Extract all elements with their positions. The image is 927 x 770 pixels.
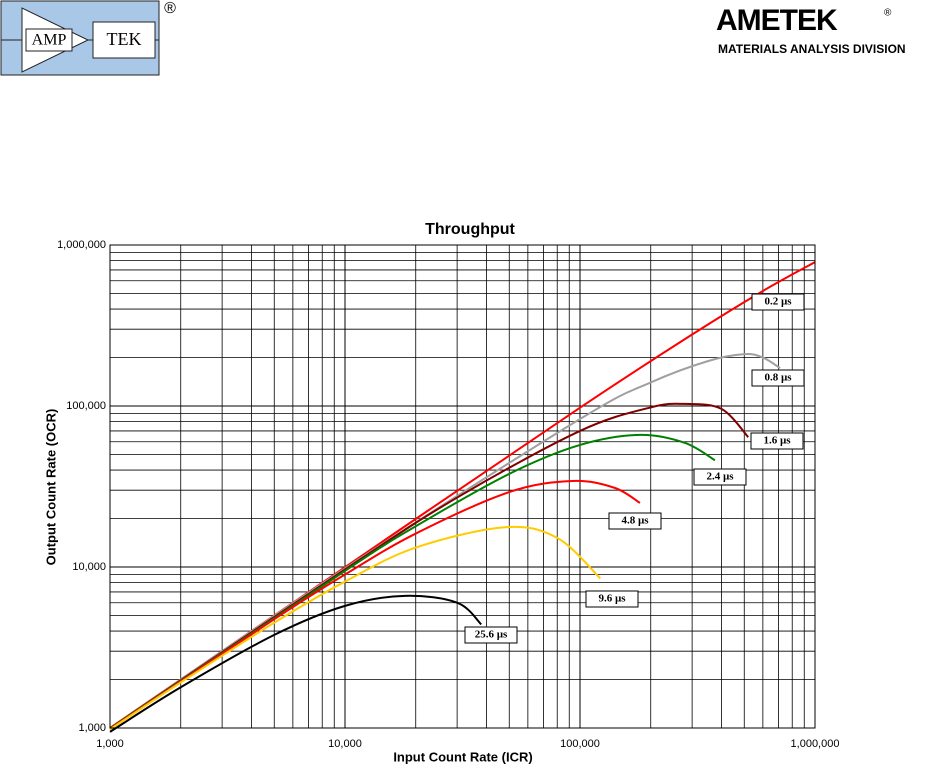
chart-title: Throughput bbox=[425, 221, 515, 238]
series-line bbox=[109, 594, 482, 733]
logo-name: AMETEK bbox=[716, 4, 838, 37]
y-axis-label: Output Count Rate (OCR) bbox=[43, 409, 58, 566]
logo-text: AMP bbox=[32, 32, 67, 49]
x-tick-label: 100,000 bbox=[560, 738, 600, 750]
logo-mark: ® bbox=[164, 0, 176, 17]
logo-division: MATERIALS ANALYSIS DIVISION bbox=[718, 42, 906, 56]
series-line bbox=[109, 353, 781, 729]
ametek-logo: AMETEK ® MATERIALS ANALYSIS DIVISION bbox=[716, 4, 906, 56]
logo-mark: ® bbox=[884, 8, 892, 19]
logo-box bbox=[92, 21, 156, 59]
label-box bbox=[750, 432, 804, 450]
label-box bbox=[608, 512, 662, 530]
series-label: 0.2 µs bbox=[764, 296, 792, 308]
series-line bbox=[109, 402, 750, 730]
x-tick-label: 1,000 bbox=[96, 738, 124, 750]
y-tick-label: 1,000 bbox=[78, 722, 106, 734]
plot-frame bbox=[109, 244, 816, 729]
series-label: 9.6 µs bbox=[598, 593, 626, 605]
x-tick-label: 1,000,000 bbox=[791, 738, 840, 750]
plot bbox=[109, 261, 816, 733]
label-box bbox=[751, 293, 805, 311]
logo-box bbox=[25, 28, 73, 52]
x-tick-label: 10,000 bbox=[328, 738, 362, 750]
label-box bbox=[693, 468, 747, 486]
label-box bbox=[585, 590, 639, 608]
series-line bbox=[109, 479, 641, 730]
series-label: 1.6 µs bbox=[763, 435, 791, 447]
series-label: 4.8 µs bbox=[621, 515, 649, 527]
logo-text: TEK bbox=[107, 29, 142, 49]
series-label: 0.8 µs bbox=[764, 372, 792, 384]
y-tick-label: 100,000 bbox=[66, 400, 106, 412]
series-label: 25.6 µs bbox=[475, 629, 508, 641]
series-labels: 0.2 µs 0.8 µs 1.6 µs 2.4 µs 4.8 µs 9.6 µs 25.6… bbox=[464, 293, 805, 644]
amptek-logo: AMP TEK ® bbox=[0, 0, 176, 76]
x-axis-label: Input Count Rate (ICR) bbox=[393, 749, 532, 764]
series-label: 2.4 µs bbox=[706, 471, 734, 483]
label-box bbox=[751, 369, 805, 387]
y-tick-label: 10,000 bbox=[72, 561, 106, 573]
series-line bbox=[109, 525, 601, 731]
y-tick-label: 1,000,000 bbox=[57, 239, 106, 251]
series-line bbox=[109, 433, 716, 730]
label-box bbox=[464, 626, 518, 644]
